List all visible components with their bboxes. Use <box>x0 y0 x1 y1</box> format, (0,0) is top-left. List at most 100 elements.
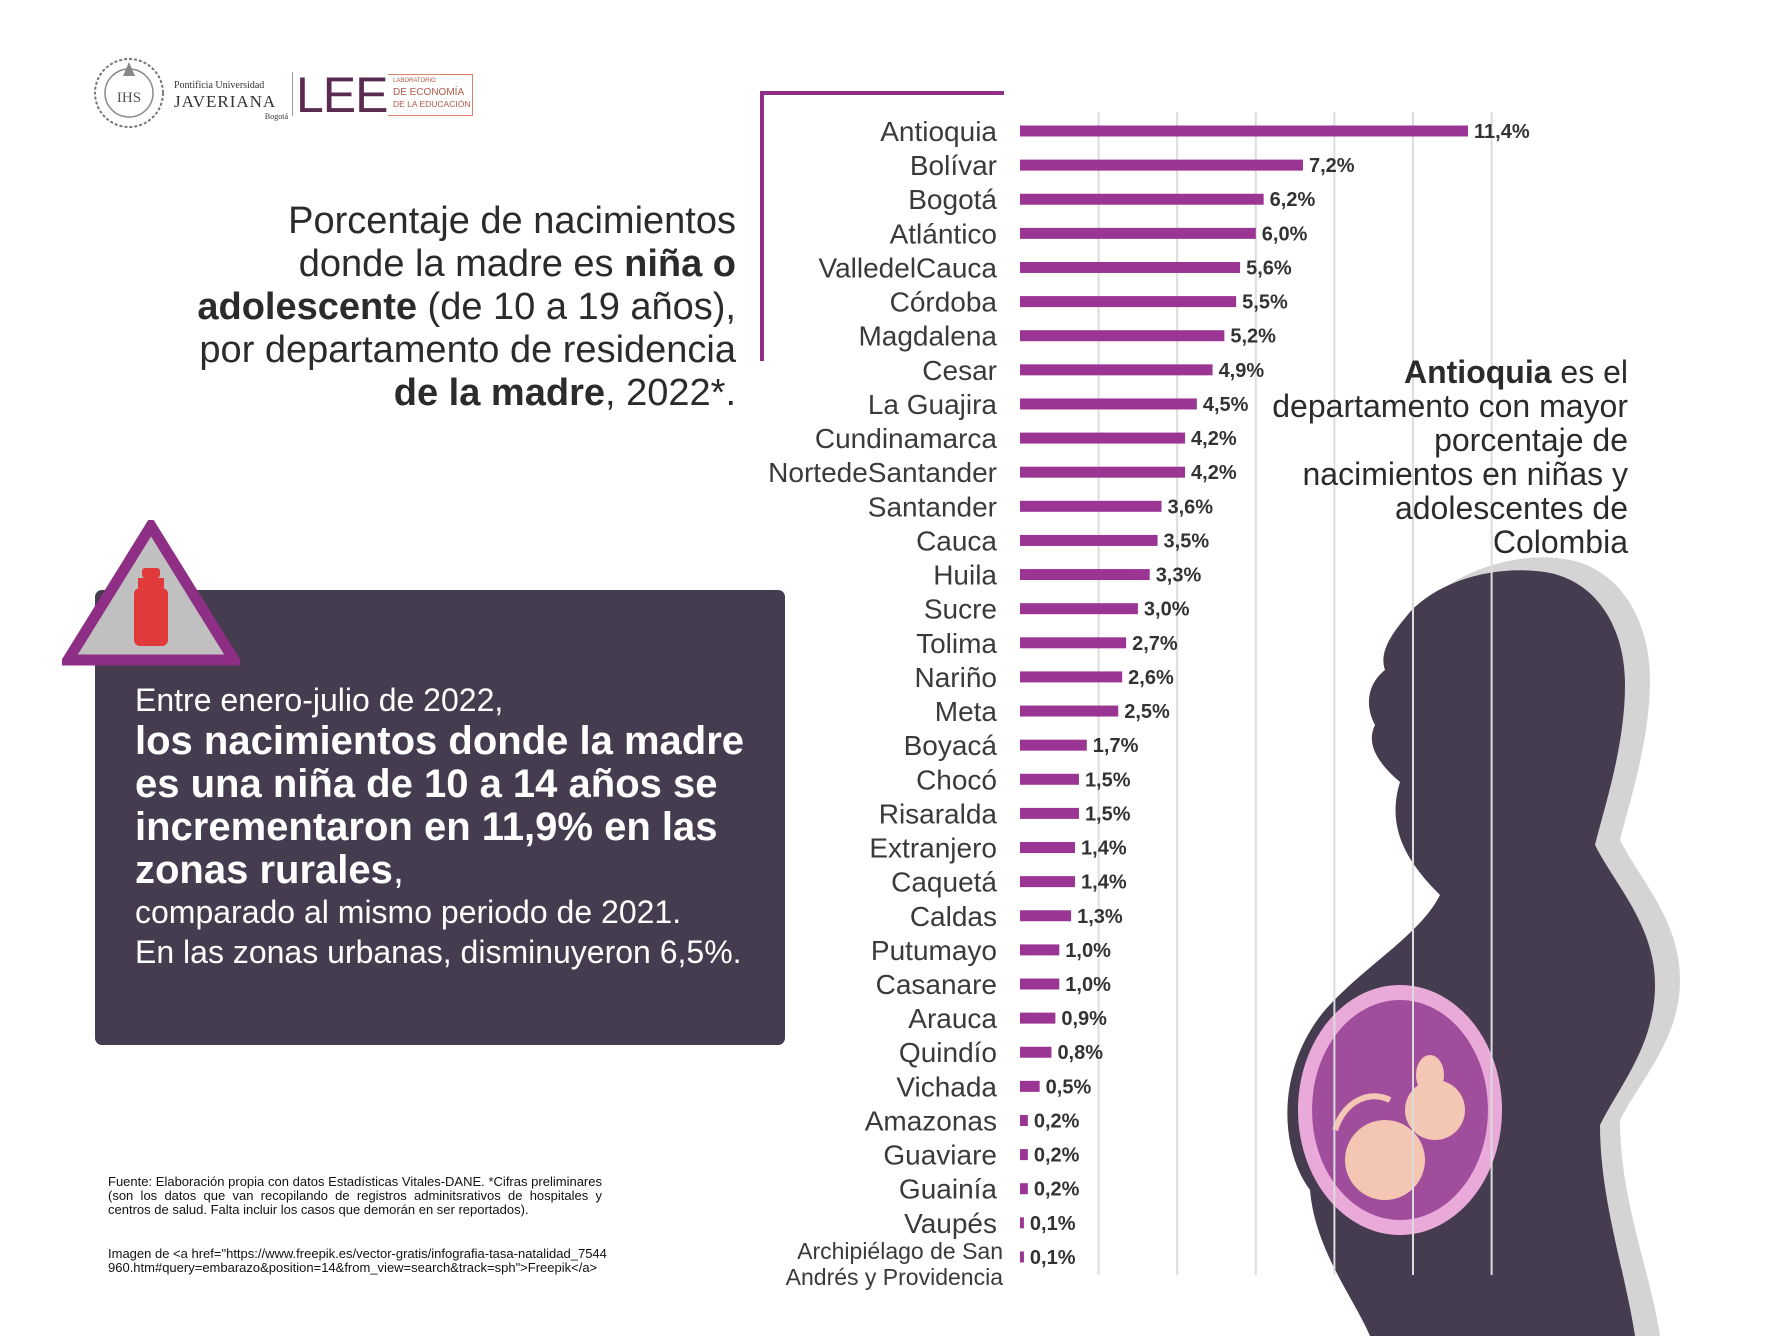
bar-value-label: 3,3% <box>1156 565 1202 587</box>
bar-value-label: 11,4% <box>1474 121 1530 143</box>
bar-value-label: 0,2% <box>1034 1110 1080 1132</box>
bar-value-label: 6,0% <box>1262 223 1308 245</box>
category-label: Guainía <box>899 1174 997 1205</box>
title-line4: por departamento de residencia <box>199 329 736 371</box>
pregnant-woman-illustration <box>1287 557 1680 1336</box>
category-label: Nariño <box>915 662 997 693</box>
category-label: Extranjero <box>869 833 997 864</box>
bar-value-label: 5,6% <box>1246 257 1292 279</box>
bar-value-label: 5,5% <box>1242 292 1288 314</box>
javeriana-wordmark: Pontificia Universidad JAVERIANA Bogotá <box>174 80 294 121</box>
chart-bars: 11,4% Antioquia 7,2% Bolívar 6,2% Bogotá 6,0% A… <box>768 116 1530 1290</box>
title-line2-bold: niña o <box>624 243 736 285</box>
category-label: Huila <box>933 560 997 591</box>
bar-value-label: 6,2% <box>1270 189 1316 211</box>
bar-value-label: 7,2% <box>1309 155 1355 177</box>
bar <box>1020 330 1225 342</box>
category-label: Amazonas <box>865 1105 997 1136</box>
bar <box>1020 705 1119 717</box>
lee-subtitle-line2: DE ECONOMÍA <box>393 87 465 98</box>
bar <box>1020 1251 1024 1263</box>
title-line5-post: , 2022*. <box>605 372 736 414</box>
category-label: Quindío <box>899 1037 997 1068</box>
category-label: Caldas <box>910 901 997 932</box>
bar <box>1020 296 1237 308</box>
bar <box>1020 876 1076 888</box>
bar <box>1020 500 1162 512</box>
bar-value-label: 4,2% <box>1191 462 1237 484</box>
bar <box>1020 1012 1056 1024</box>
title-line2-pre: donde la madre es <box>298 243 625 285</box>
bar <box>1020 1080 1040 1092</box>
bar-value-label: 0,2% <box>1034 1145 1080 1167</box>
lee-subtitle-box: LABORATORIO DE ECONOMÍA DE LA EDUCACIÓN <box>388 74 473 116</box>
university-line1: Pontificia Universidad <box>174 80 265 91</box>
title-line3-post: (de 10 a 19 años), <box>417 286 736 328</box>
bar-value-label: 3,0% <box>1144 599 1190 621</box>
bar <box>1020 842 1076 854</box>
bar-value-label: 2,6% <box>1128 667 1174 689</box>
category-label: Putumayo <box>871 935 997 966</box>
bar <box>1020 227 1256 239</box>
category-label: Cauca <box>916 525 997 556</box>
category-label: Risaralda <box>879 798 998 829</box>
info-panel: Entre enero-julio de 2022, los nacimient… <box>95 590 785 1045</box>
category-label: NortedeSantander <box>768 457 997 488</box>
category-label: Cesar <box>922 355 997 386</box>
category-label: Andrés y Providencia <box>786 1264 1004 1290</box>
header-logos: IHS Pontificia Universidad JAVERIANA Bog… <box>92 56 482 132</box>
bar <box>1020 637 1127 649</box>
category-label: Santander <box>868 491 997 522</box>
bar <box>1020 1149 1028 1161</box>
bar-value-label: 1,0% <box>1065 974 1111 996</box>
category-label: Bolívar <box>910 150 997 181</box>
category-label: Caquetá <box>891 867 997 898</box>
category-label: ValledelCauca <box>819 252 998 283</box>
bar-value-label: 4,5% <box>1203 394 1249 416</box>
bar <box>1020 569 1150 581</box>
title-line5-bold: de la madre <box>393 372 605 414</box>
bar <box>1020 944 1060 956</box>
bar-value-label: 1,7% <box>1093 735 1139 757</box>
info-tail-text: comparado al mismo periodo de 2021. <box>135 894 682 930</box>
bar <box>1020 1114 1028 1126</box>
info-comma: , <box>392 848 405 892</box>
bar-value-label: 0,1% <box>1030 1247 1076 1269</box>
warning-bottle-icon <box>62 520 240 666</box>
bar-value-label: 1,5% <box>1085 803 1131 825</box>
category-label: Atlántico <box>890 218 997 249</box>
bar <box>1020 193 1264 205</box>
bar-value-label: 2,7% <box>1132 633 1178 655</box>
category-label: Bogotá <box>908 184 997 215</box>
bar <box>1020 1046 1052 1058</box>
bar <box>1020 159 1303 171</box>
bar <box>1020 910 1072 922</box>
bar-value-label: 1,5% <box>1085 769 1131 791</box>
bar <box>1020 739 1087 751</box>
bar <box>1020 807 1079 819</box>
category-label: Boyacá <box>904 730 998 761</box>
bar-value-label: 5,2% <box>1230 326 1276 348</box>
university-line2: JAVERIANA <box>174 92 277 111</box>
bar <box>1020 364 1213 376</box>
category-label: Sucre <box>924 594 997 625</box>
source-note: Fuente: Elaboración propia con datos Est… <box>108 1174 602 1217</box>
category-label: Arauca <box>908 1003 997 1034</box>
bar <box>1020 432 1186 444</box>
bar-value-label: 1,3% <box>1077 906 1123 928</box>
info-highlight-block: los nacimientos donde la madre es una ni… <box>135 720 755 892</box>
lee-subtitle-line1: LABORATORIO <box>393 78 436 84</box>
category-label: Cundinamarca <box>815 423 998 454</box>
bar-value-label: 0,5% <box>1046 1076 1092 1098</box>
bar-value-label: 0,9% <box>1061 1008 1107 1030</box>
bar-value-label: 1,4% <box>1081 838 1127 860</box>
category-label: Tolima <box>916 628 997 659</box>
bar <box>1020 1183 1028 1195</box>
bar <box>1020 773 1079 785</box>
chart-title: Porcentaje de nacimientos donde la madre… <box>80 200 736 415</box>
lee-logo: LEE <box>296 67 389 123</box>
fetus-icon <box>1332 1055 1465 1200</box>
image-credit: Imagen de <a href="https://www.freepik.e… <box>108 1246 607 1275</box>
category-label: Chocó <box>916 764 997 795</box>
